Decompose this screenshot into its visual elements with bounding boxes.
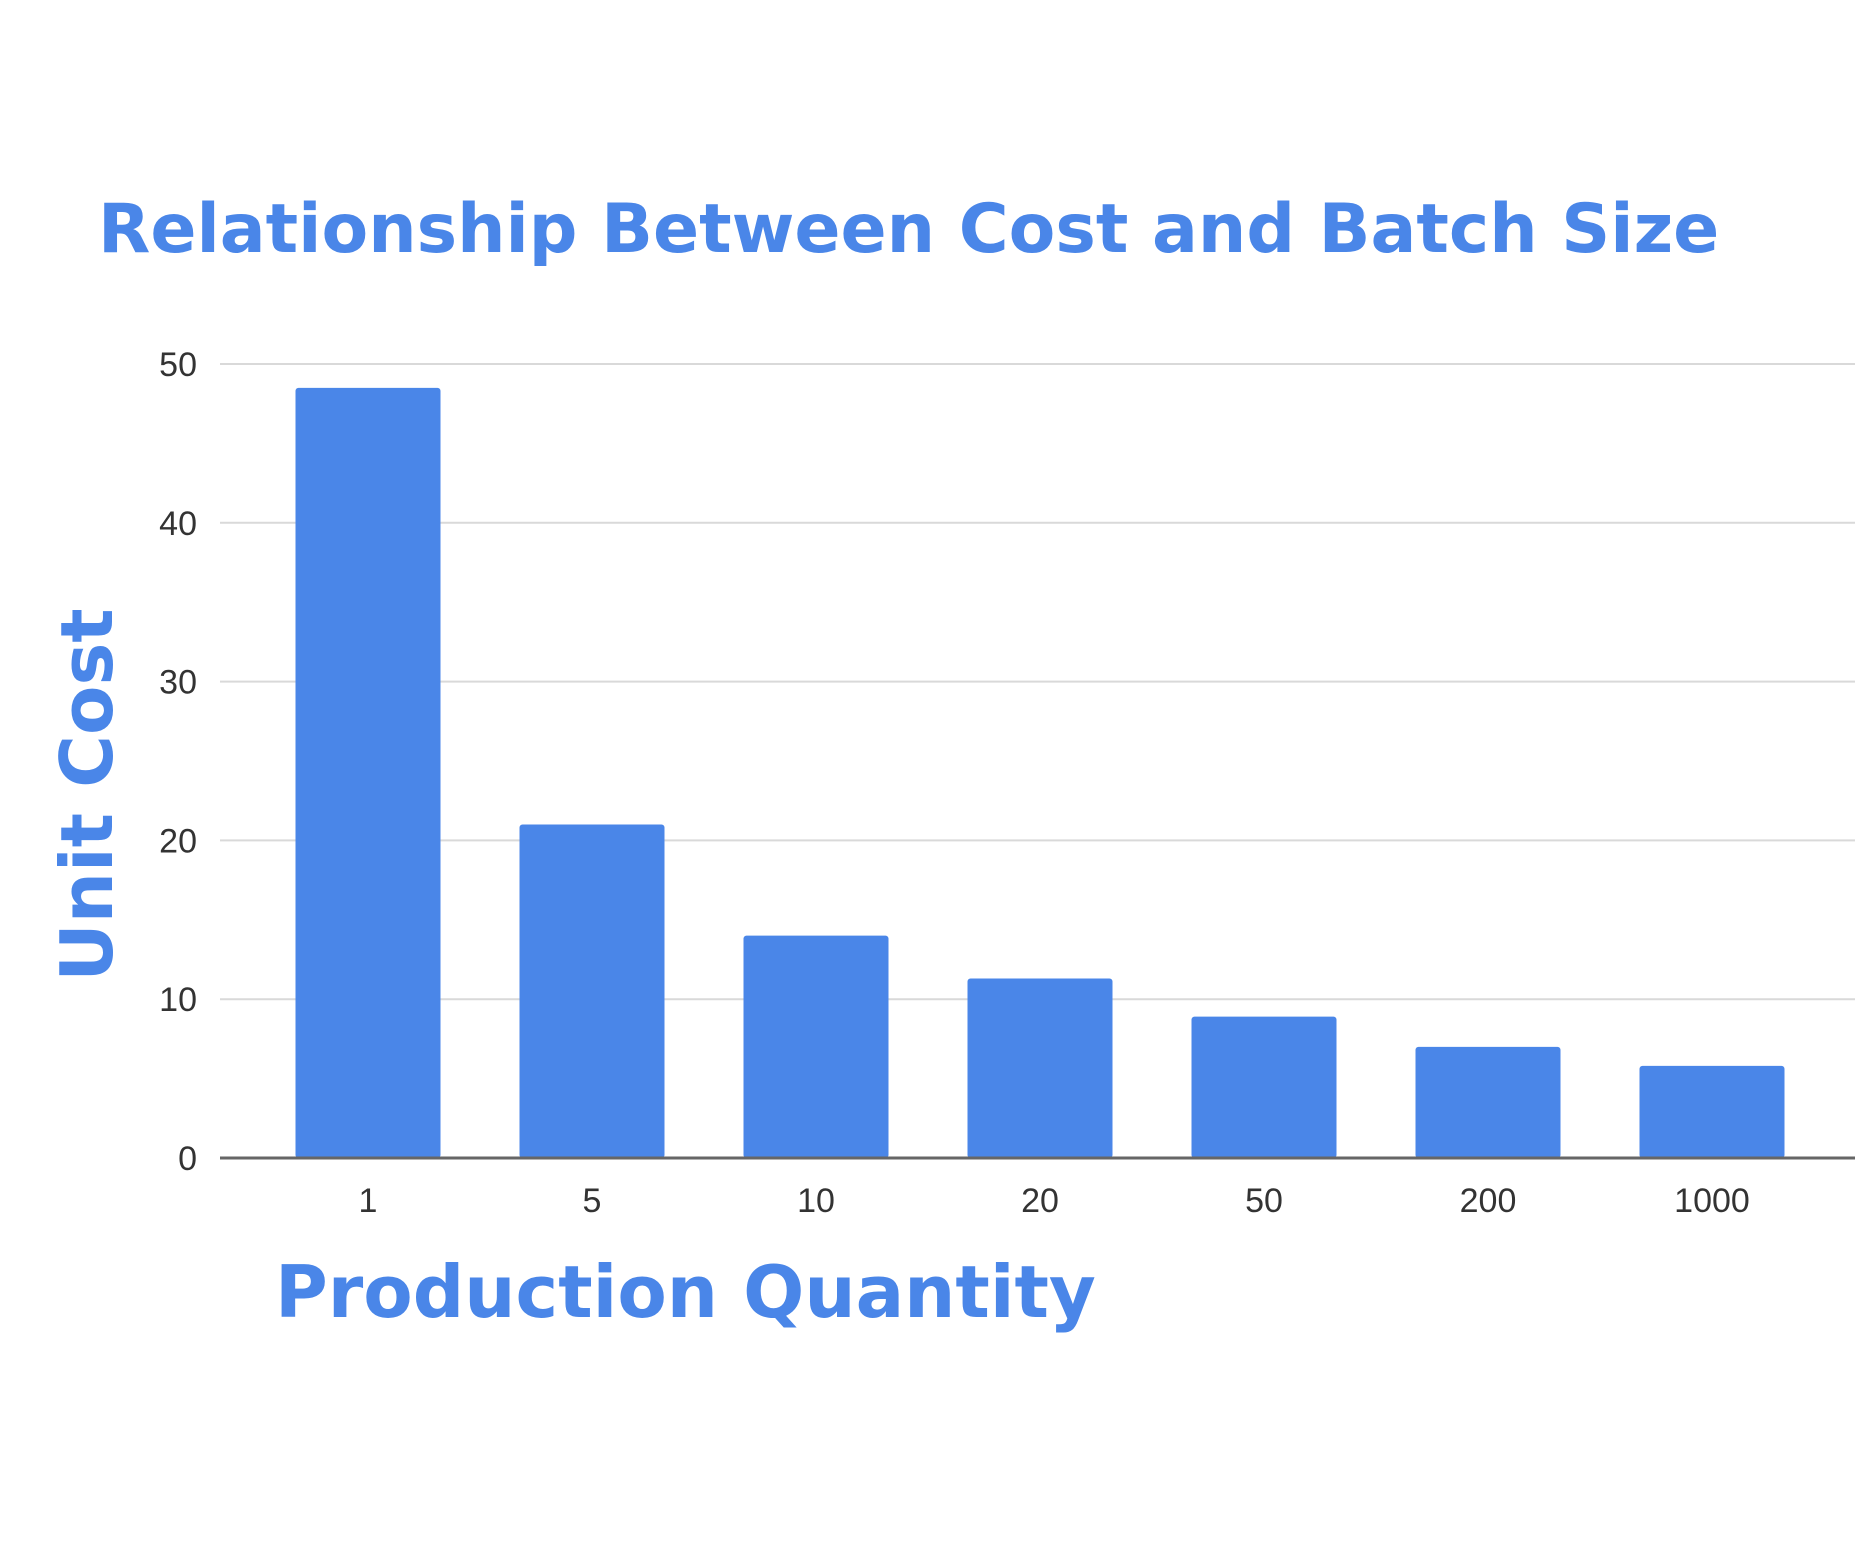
bar-1	[295, 387, 441, 1158]
y-axis-title: Unit Cost	[45, 608, 129, 981]
gridlines	[220, 363, 1855, 1001]
bar-200	[1415, 1046, 1561, 1158]
y-tick-label: 40	[159, 505, 197, 543]
x-tick-label: 200	[1460, 1182, 1517, 1220]
y-tick-label: 30	[159, 664, 197, 702]
y-tick-label: 20	[159, 822, 197, 860]
x-tick-label: 10	[797, 1182, 835, 1220]
x-tick-label: 1000	[1674, 1182, 1750, 1220]
x-tick-label: 5	[583, 1182, 602, 1220]
x-tick-label: 1	[359, 1182, 378, 1220]
bar-20	[967, 978, 1113, 1158]
chart-title: Relationship Between Cost and Batch Size	[98, 190, 1719, 269]
y-tick-labels: 0 10 20 30 40 50	[159, 346, 197, 1178]
x-axis-title: Production Quantity	[275, 1250, 1096, 1334]
bar-50	[1191, 1016, 1337, 1158]
y-tick-label: 50	[159, 346, 197, 384]
y-tick-label: 10	[159, 981, 197, 1019]
x-tick-label: 20	[1021, 1182, 1059, 1220]
x-tick-labels: 1 5 10 20 50 200 1000	[359, 1182, 1750, 1220]
bar-10	[743, 935, 889, 1158]
bars	[295, 387, 1785, 1158]
x-tick-label: 50	[1245, 1182, 1283, 1220]
y-tick-label: 0	[178, 1140, 197, 1178]
bar-1000	[1639, 1065, 1785, 1158]
bar-5	[519, 824, 665, 1158]
